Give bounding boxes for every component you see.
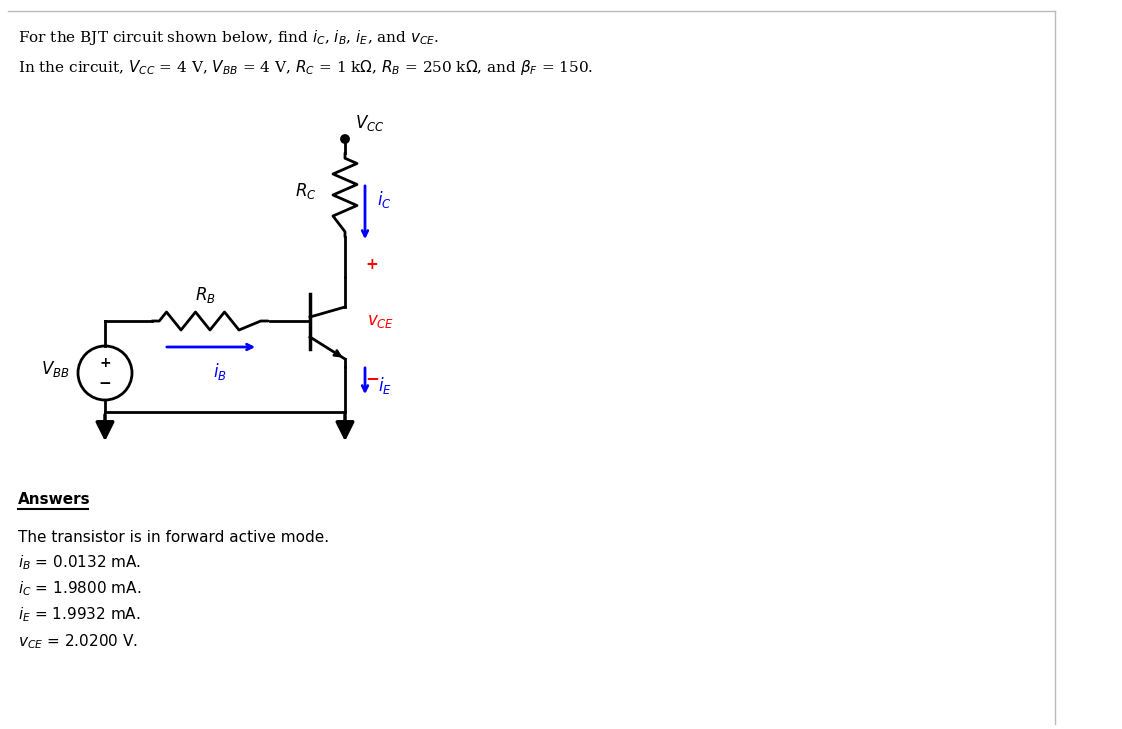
Text: −: − [365,369,379,387]
Text: $i_E$: $i_E$ [378,375,392,396]
Text: The transistor is in forward active mode.: The transistor is in forward active mode… [18,530,329,545]
Text: In the circuit, $V_{CC}$ = 4 V, $V_{BB}$ = 4 V, $R_C$ = 1 k$\Omega$, $R_B$ = 250: In the circuit, $V_{CC}$ = 4 V, $V_{BB}$… [18,58,594,77]
Text: $V_{CC}$: $V_{CC}$ [355,113,385,133]
Text: For the BJT circuit shown below, find $i_C$, $i_B$, $i_E$, and $v_{CE}$.: For the BJT circuit shown below, find $i… [18,28,440,47]
Text: $R_B$: $R_B$ [194,285,215,305]
Circle shape [341,135,349,143]
Text: $R_C$: $R_C$ [295,181,318,201]
Text: $i_B$: $i_B$ [213,361,227,382]
Text: $V_{BB}$: $V_{BB}$ [42,359,70,379]
Text: $i_E$ = 1.9932 mA.: $i_E$ = 1.9932 mA. [18,606,140,625]
Text: −: − [99,376,111,391]
Text: $v_{CE}$ = 2.0200 V.: $v_{CE}$ = 2.0200 V. [18,632,138,651]
Text: +: + [365,257,378,272]
Text: $v_{CE}$: $v_{CE}$ [367,313,394,330]
Text: $i_B$ = 0.0132 mA.: $i_B$ = 0.0132 mA. [18,553,141,572]
Text: $i_C$ = 1.9800 mA.: $i_C$ = 1.9800 mA. [18,580,141,598]
Text: $i_C$: $i_C$ [377,190,392,211]
Text: +: + [99,356,111,370]
Text: Answers: Answers [18,492,91,507]
